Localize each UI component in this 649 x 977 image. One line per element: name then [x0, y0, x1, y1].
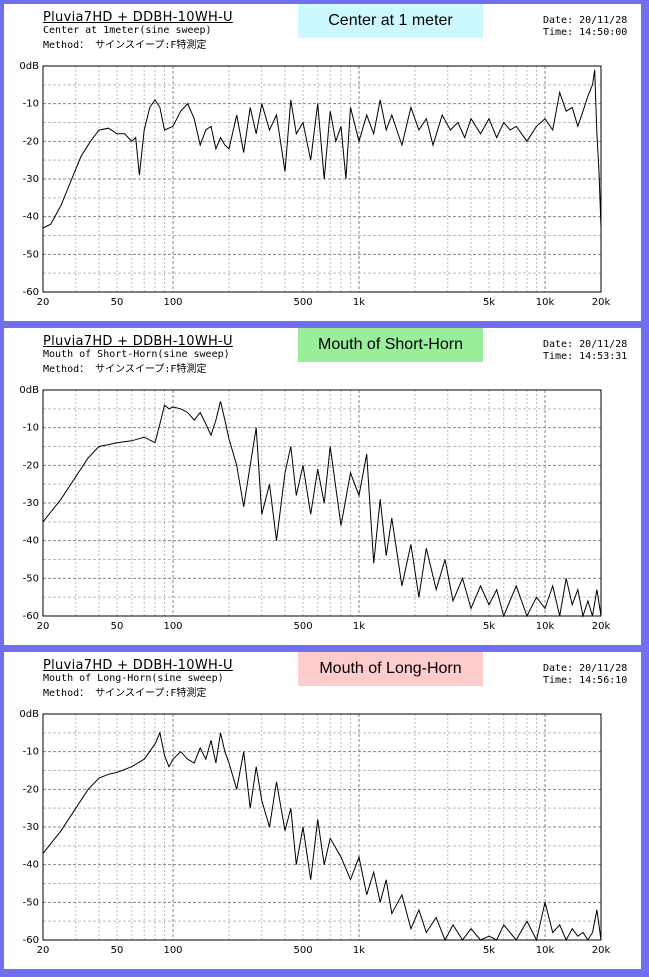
x-tick-label: 500	[293, 945, 312, 956]
y-tick-label: -20	[23, 784, 39, 795]
y-tick-label: -10	[23, 747, 39, 758]
response-line	[42, 731, 602, 942]
plot-frame	[42, 389, 602, 617]
y-tick-label: -40	[23, 536, 39, 547]
panel-datetime: Date: 20/11/28 Time: 14:50:00	[543, 15, 627, 39]
x-tick-label: 50	[111, 621, 124, 632]
x-tick-label: 20k	[592, 621, 611, 632]
panel-subtitle: Mouth of Long-Horn(sine sweep)	[43, 673, 224, 684]
panel-title: Pluvia7HD + DDBH-10WH-U	[43, 658, 233, 673]
panel-time: Time: 14:50:00	[543, 27, 628, 38]
panel-method: Method： サインスイープ:F特測定	[43, 364, 207, 375]
y-tick-label: -30	[23, 822, 39, 833]
panel-method: Method： サインスイープ:F特測定	[43, 40, 207, 51]
y-tick-label: 0dB	[19, 61, 39, 72]
panel-subtitle: Center at 1meter(sine sweep)	[43, 25, 212, 36]
panel-badge: Mouth of Short-Horn	[298, 328, 483, 362]
panel-method: Method： サインスイープ:F特測定	[43, 688, 207, 699]
x-tick-label: 100	[163, 297, 182, 308]
x-tick-label: 100	[163, 621, 182, 632]
x-tick-label: 50	[111, 945, 124, 956]
panel-date: Date: 20/11/28	[543, 339, 628, 350]
y-tick-label: -20	[23, 460, 39, 471]
x-tick-label: 500	[293, 297, 312, 308]
chart-panel-long-horn: Pluvia7HD + DDBH-10WH-U Mouth of Long-Ho…	[4, 652, 641, 969]
panel-badge: Center at 1 meter	[298, 4, 483, 38]
x-tick-label: 10k	[536, 945, 555, 956]
panel-date: Date: 20/11/28	[543, 15, 628, 26]
response-line	[42, 69, 602, 229]
y-tick-label: -40	[23, 860, 39, 871]
y-tick-label: -40	[23, 212, 39, 223]
x-tick-label: 100	[163, 945, 182, 956]
chart-panel-center: Pluvia7HD + DDBH-10WH-U Center at 1meter…	[4, 4, 641, 321]
panel-time: Time: 14:56:10	[543, 675, 628, 686]
x-tick-label: 20k	[592, 945, 611, 956]
panel-time: Time: 14:53:31	[543, 351, 628, 362]
y-tick-label: -10	[23, 99, 39, 110]
x-tick-label: 20k	[592, 297, 611, 308]
x-tick-label: 5k	[483, 945, 495, 956]
panel-badge: Mouth of Long-Horn	[298, 652, 483, 686]
y-tick-label: 0dB	[19, 709, 39, 720]
x-tick-label: 10k	[536, 621, 555, 632]
panel-date: Date: 20/11/28	[543, 663, 628, 674]
x-tick-label: 20	[37, 621, 50, 632]
x-tick-label: 1k	[353, 297, 365, 308]
y-tick-label: -60	[23, 611, 39, 622]
x-tick-label: 20	[37, 945, 50, 956]
y-tick-label: -20	[23, 136, 39, 147]
y-tick-label: -60	[23, 287, 39, 298]
panel-datetime: Date: 20/11/28 Time: 14:53:31	[543, 339, 627, 363]
y-tick-label: -50	[23, 249, 39, 260]
x-tick-label: 500	[293, 621, 312, 632]
y-tick-label: 0dB	[19, 385, 39, 396]
x-tick-label: 5k	[483, 621, 495, 632]
y-tick-label: -50	[23, 897, 39, 908]
y-tick-label: -30	[23, 498, 39, 509]
x-tick-label: 1k	[353, 621, 365, 632]
chart-panel-short-horn: Pluvia7HD + DDBH-10WH-U Mouth of Short-H…	[4, 328, 641, 645]
x-tick-label: 50	[111, 297, 124, 308]
x-tick-label: 10k	[536, 297, 555, 308]
panel-title: Pluvia7HD + DDBH-10WH-U	[43, 10, 233, 25]
x-tick-label: 20	[37, 297, 50, 308]
panel-subtitle: Mouth of Short-Horn(sine sweep)	[43, 349, 230, 360]
y-tick-label: -30	[23, 174, 39, 185]
y-tick-label: -10	[23, 423, 39, 434]
y-tick-label: -60	[23, 935, 39, 946]
x-tick-label: 1k	[353, 945, 365, 956]
response-line	[42, 401, 602, 618]
plot-frame	[42, 65, 602, 293]
x-tick-label: 5k	[483, 297, 495, 308]
y-tick-label: -50	[23, 573, 39, 584]
panel-datetime: Date: 20/11/28 Time: 14:56:10	[543, 663, 627, 687]
plot-frame	[42, 713, 602, 941]
panel-title: Pluvia7HD + DDBH-10WH-U	[43, 334, 233, 349]
